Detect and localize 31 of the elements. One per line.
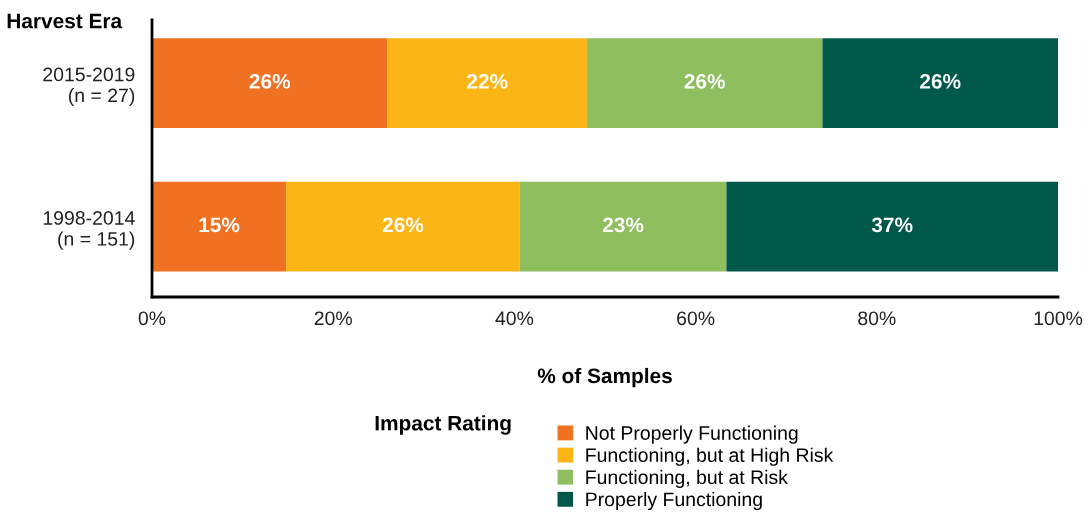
- bar: [286, 181, 520, 272]
- x-tick-label: 100%: [1034, 311, 1083, 326]
- data-label: 23%: [602, 217, 644, 233]
- data-label: 15%: [199, 217, 240, 233]
- bar: [822, 38, 1058, 128]
- data-label: 26%: [684, 73, 725, 89]
- y-tick-label: 1998-2014 (n = 151): [43, 211, 135, 250]
- data-label: 26%: [920, 73, 961, 89]
- bar: [586, 38, 823, 128]
- legend-title: Impact Rating: [375, 415, 511, 435]
- y-tick-label: 2015-2019 (n = 27): [43, 67, 135, 107]
- x-tick-label: 60%: [677, 311, 715, 326]
- x-tick-label: 40%: [495, 311, 534, 326]
- bar: [152, 181, 287, 272]
- x-tick-label: 20%: [314, 311, 352, 326]
- data-label: 26%: [382, 217, 424, 233]
- x-tick-label: 80%: [858, 311, 896, 326]
- data-label: 26%: [249, 73, 291, 89]
- y-axis-title: Harvest Era: [7, 13, 123, 29]
- bar: [387, 38, 587, 128]
- data-label: 37%: [871, 217, 913, 233]
- data-label: 22%: [467, 73, 508, 89]
- legend-label: Properly Functioning: [586, 491, 762, 511]
- legend-label: Functioning, but at Risk: [586, 469, 788, 488]
- bar: [519, 181, 727, 272]
- bar: [152, 38, 388, 128]
- legend-label: Functioning, but at High Risk: [586, 447, 834, 466]
- x-axis-title: % of Samples: [537, 367, 672, 388]
- x-tick-label: 0%: [138, 311, 166, 326]
- bar: [726, 181, 1058, 272]
- legend-label: Not Properly Functioning: [586, 425, 798, 444]
